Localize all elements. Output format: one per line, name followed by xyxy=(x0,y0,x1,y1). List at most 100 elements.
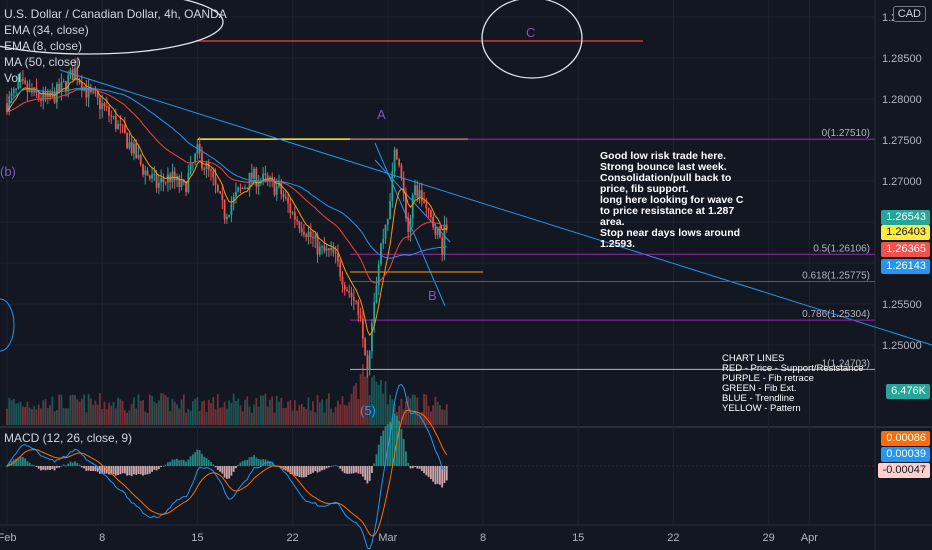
macd-histogram-bar xyxy=(74,461,76,466)
volume-bar xyxy=(400,398,403,425)
candle-body xyxy=(58,84,61,92)
wave-label: B xyxy=(428,288,437,303)
macd-histogram-bar xyxy=(389,422,391,466)
macd-histogram-bar xyxy=(24,458,27,466)
macd-histogram-bar xyxy=(6,466,8,467)
macd-histogram-bar xyxy=(441,466,444,488)
volume-bar xyxy=(12,398,15,425)
candle-body xyxy=(266,175,269,179)
currency-button[interactable]: CAD xyxy=(892,6,926,22)
macd-histogram-bar xyxy=(101,466,104,474)
volume-bar xyxy=(298,405,301,425)
macd-histogram-bar xyxy=(386,424,389,466)
fib-level-label: 0(1.27510) xyxy=(822,128,870,139)
key-line: CHART LINES xyxy=(722,353,785,364)
candle-body xyxy=(223,199,226,220)
volume-bar xyxy=(101,409,104,425)
volume-bar xyxy=(191,401,194,425)
candle-body xyxy=(420,190,423,202)
volume-bar xyxy=(321,399,323,425)
candle-body xyxy=(337,253,339,262)
candle-body xyxy=(368,351,371,370)
macd-histogram-bar xyxy=(255,457,258,466)
macd-histogram-bar xyxy=(216,466,219,470)
macd-histogram-bar xyxy=(8,463,11,466)
indicator-ma50[interactable]: MA (50, close) xyxy=(4,55,81,69)
macd-histogram-bar xyxy=(189,456,192,466)
macd-histogram-bar xyxy=(80,466,83,468)
candle-body xyxy=(99,97,101,110)
volume-bar xyxy=(289,400,292,425)
highlight-ellipse xyxy=(0,0,224,55)
macd-histogram-bar xyxy=(323,466,326,470)
candle-body xyxy=(391,171,394,202)
volume-bar xyxy=(142,400,144,425)
volume-bar xyxy=(35,409,38,425)
candle-body xyxy=(96,93,99,98)
indicator-ema8[interactable]: EMA (8, close) xyxy=(4,39,83,53)
candle-body xyxy=(359,315,362,319)
candle-body xyxy=(441,237,444,255)
candle-body xyxy=(427,208,430,211)
volume-bar xyxy=(71,394,74,425)
ema34-line xyxy=(6,88,447,284)
candle-body xyxy=(67,75,70,91)
macd-histogram-bar xyxy=(414,466,416,467)
candle-body xyxy=(15,88,17,90)
candle-body xyxy=(382,238,385,244)
volume-bar xyxy=(219,407,221,425)
volume-bar xyxy=(411,394,414,425)
volume-bar xyxy=(96,404,99,425)
macd-histogram-bar xyxy=(205,457,208,466)
candle-body xyxy=(416,185,419,198)
volume-bar xyxy=(110,405,113,425)
macd-histogram-bar xyxy=(237,464,240,466)
macd-histogram-bar xyxy=(15,458,17,466)
indicator-volume[interactable]: Vol xyxy=(4,71,21,85)
volume-bar xyxy=(402,409,405,425)
volume-bar xyxy=(55,410,58,425)
volume-bar xyxy=(201,401,203,425)
volume-bar xyxy=(40,408,42,425)
macd-histogram-bar xyxy=(126,466,129,476)
volume-bar xyxy=(241,411,244,425)
candle-body xyxy=(275,186,278,195)
volume-bar xyxy=(53,411,56,425)
macd-histogram-bar xyxy=(53,466,56,471)
macd-histogram-bar xyxy=(436,466,439,484)
macd-histogram-bar xyxy=(176,458,178,466)
macd-histogram-bar xyxy=(157,466,160,470)
macd-histogram-bar xyxy=(146,466,149,475)
candle-body xyxy=(176,176,178,181)
candle-body xyxy=(101,103,104,110)
volume-bar xyxy=(235,400,237,425)
volume-bar xyxy=(182,394,185,425)
candle-body xyxy=(146,170,149,176)
volume-bar xyxy=(357,399,360,425)
indicator-ema34[interactable]: EMA (34, close) xyxy=(4,23,89,37)
volume-bar xyxy=(99,393,101,425)
time-tick-label: Feb xyxy=(0,532,16,544)
macd-histogram-bar xyxy=(221,466,224,474)
trade-note: Good low risk trade here. Strong bounce … xyxy=(600,151,744,250)
price-tag: 1.26403 xyxy=(881,225,930,240)
macd-histogram-bar xyxy=(230,466,233,476)
macd-histogram-bar xyxy=(33,465,36,467)
macd-histogram-bar xyxy=(393,413,396,466)
candle-body xyxy=(300,228,303,233)
macd-legend[interactable]: MACD (12, 26, close, 9) xyxy=(4,431,133,445)
candle-body xyxy=(393,149,396,172)
volume-bar xyxy=(269,399,271,425)
volume-bar xyxy=(83,394,85,425)
volume-bar xyxy=(287,401,289,425)
wave-label: A xyxy=(377,107,386,122)
macd-histogram-bar xyxy=(314,466,317,471)
macd-histogram-bar xyxy=(99,466,101,474)
candle-body xyxy=(173,171,176,181)
volume-bar xyxy=(221,407,224,425)
volume-bar xyxy=(380,379,382,425)
volume-bar xyxy=(128,410,131,425)
candle-body xyxy=(196,144,199,154)
candle-body xyxy=(148,175,151,179)
